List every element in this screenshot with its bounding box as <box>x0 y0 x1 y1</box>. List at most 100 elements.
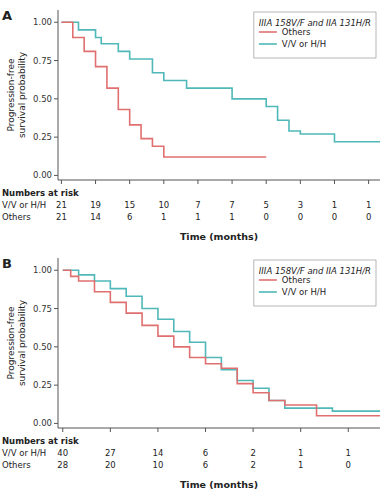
chart-root: A0.000.250.500.751.00Progression-freesur… <box>0 0 392 500</box>
risk-number: 5 <box>264 200 269 210</box>
x-tick <box>266 180 267 184</box>
legend-title: IIIA 158V/F and IIA 131H/R <box>259 266 371 276</box>
y-axis-label: Progression-freesurvival probability <box>6 51 27 138</box>
risk-number: 7 <box>195 200 200 210</box>
x-axis-label: Time (months) <box>180 231 258 242</box>
y-tick <box>54 385 58 386</box>
legend: IIIA 158V/F and IIA 131H/ROthers V/V or H… <box>254 260 376 306</box>
x-tick <box>157 428 158 432</box>
risk-number: 15 <box>124 200 135 210</box>
x-tick <box>110 428 111 432</box>
panel: B 0.00 0.25 0.50 0.75 1.00 Progression-freesur… <box>2 256 380 490</box>
x-tick <box>197 180 198 184</box>
risk-number: 10 <box>153 460 164 470</box>
y-tick <box>54 346 58 347</box>
y-tick-label: 0.50 <box>33 94 52 104</box>
risk-table-title: Numbers at risk <box>2 436 79 446</box>
x-tick <box>348 428 349 432</box>
legend-frame <box>254 12 376 58</box>
risk-number: 1 <box>229 212 234 222</box>
y-axis-line <box>58 258 59 428</box>
y-tick-label: 0.50 <box>33 342 52 352</box>
risk-number: 10 <box>158 200 169 210</box>
y-axis-label-line: Progression-free <box>6 58 16 132</box>
legend-entry: V/V or H/H <box>282 39 326 49</box>
risk-number: 6 <box>203 448 208 458</box>
y-axis-label-line: Progression-free <box>6 306 16 380</box>
risk-row-label: V/V or H/H <box>2 448 46 458</box>
risk-table: Numbers at riskV/V or H/H4027146211Other… <box>2 436 351 470</box>
x-tick <box>62 428 63 432</box>
risk-number: 7 <box>229 200 234 210</box>
y-tick-label: 0.25 <box>33 132 52 142</box>
y-tick <box>54 60 58 61</box>
risk-number: 0 <box>298 212 303 222</box>
y-tick <box>54 137 58 138</box>
panel-label: A <box>2 8 12 23</box>
risk-number: 1 <box>366 200 371 210</box>
risk-number: 6 <box>203 460 208 470</box>
x-tick <box>334 180 335 184</box>
y-axis-label-line: survival probability <box>17 299 27 386</box>
risk-number: 21 <box>56 200 67 210</box>
risk-number: 20 <box>105 460 116 470</box>
risk-row-label: Others <box>2 212 31 222</box>
legend-swatch <box>259 31 277 33</box>
risk-number: 19 <box>90 200 101 210</box>
survival-curve <box>61 22 266 157</box>
x-tick <box>253 428 254 432</box>
y-tick <box>54 423 58 424</box>
risk-number: 6 <box>127 212 132 222</box>
y-tick-label: 0.75 <box>33 56 52 66</box>
x-axis-line <box>58 180 380 181</box>
legend-entry: Others <box>282 27 311 37</box>
x-tick <box>163 180 164 184</box>
panel: A 0.00 0.25 0.50 0.75 1.00 Progression-freesur… <box>2 8 380 242</box>
risk-row-label: Others <box>2 460 31 470</box>
risk-row-label: V/V or H/H <box>2 200 46 210</box>
y-tick <box>54 270 58 271</box>
y-tick-label: 1.00 <box>33 265 52 275</box>
y-tick-label: 0.25 <box>33 380 52 390</box>
legend-swatch <box>259 43 277 45</box>
risk-number: 0 <box>366 212 371 222</box>
risk-number: 1 <box>332 200 337 210</box>
risk-number: 0 <box>332 212 337 222</box>
x-axis-label: Time (months) <box>180 479 258 490</box>
x-tick <box>300 180 301 184</box>
risk-number: 27 <box>105 448 116 458</box>
y-tick-label: 0.75 <box>33 304 52 314</box>
risk-number: 3 <box>298 200 303 210</box>
x-tick <box>232 180 233 184</box>
legend-title: IIIA 158V/F and IIA 131H/R <box>259 18 371 28</box>
legend-entry: V/V or H/H <box>282 287 326 297</box>
panel-label: B <box>2 256 12 271</box>
y-axis-line <box>58 10 59 180</box>
legend: IIIA 158V/F and IIA 131H/ROthers V/V or H… <box>254 12 376 58</box>
risk-number: 0 <box>346 460 351 470</box>
page: {"chart_data": [ {"type": "step", "title… <box>0 0 392 500</box>
risk-number: 1 <box>298 460 303 470</box>
risk-number: 1 <box>195 212 200 222</box>
risk-number: 28 <box>57 460 68 470</box>
x-tick <box>368 180 369 184</box>
x-tick <box>205 428 206 432</box>
risk-table: Numbers at riskV/V or H/H21191510775311O… <box>2 188 371 222</box>
y-tick <box>54 308 58 309</box>
x-tick <box>300 428 301 432</box>
legend-entry: Others <box>282 275 311 285</box>
risk-number: 40 <box>57 448 68 458</box>
legend-swatch <box>259 279 277 281</box>
y-tick-label: 1.00 <box>33 17 52 27</box>
risk-number: 1 <box>298 448 303 458</box>
y-tick <box>54 175 58 176</box>
risk-number: 21 <box>56 212 67 222</box>
y-tick-label: 0.00 <box>33 418 52 428</box>
x-tick <box>95 180 96 184</box>
y-axis-label: Progression-freesurvival probability <box>6 299 27 386</box>
risk-table-title: Numbers at risk <box>2 188 79 198</box>
legend-frame <box>254 260 376 306</box>
x-tick <box>61 180 62 184</box>
y-tick-label: 0.00 <box>33 170 52 180</box>
y-tick <box>54 98 58 99</box>
